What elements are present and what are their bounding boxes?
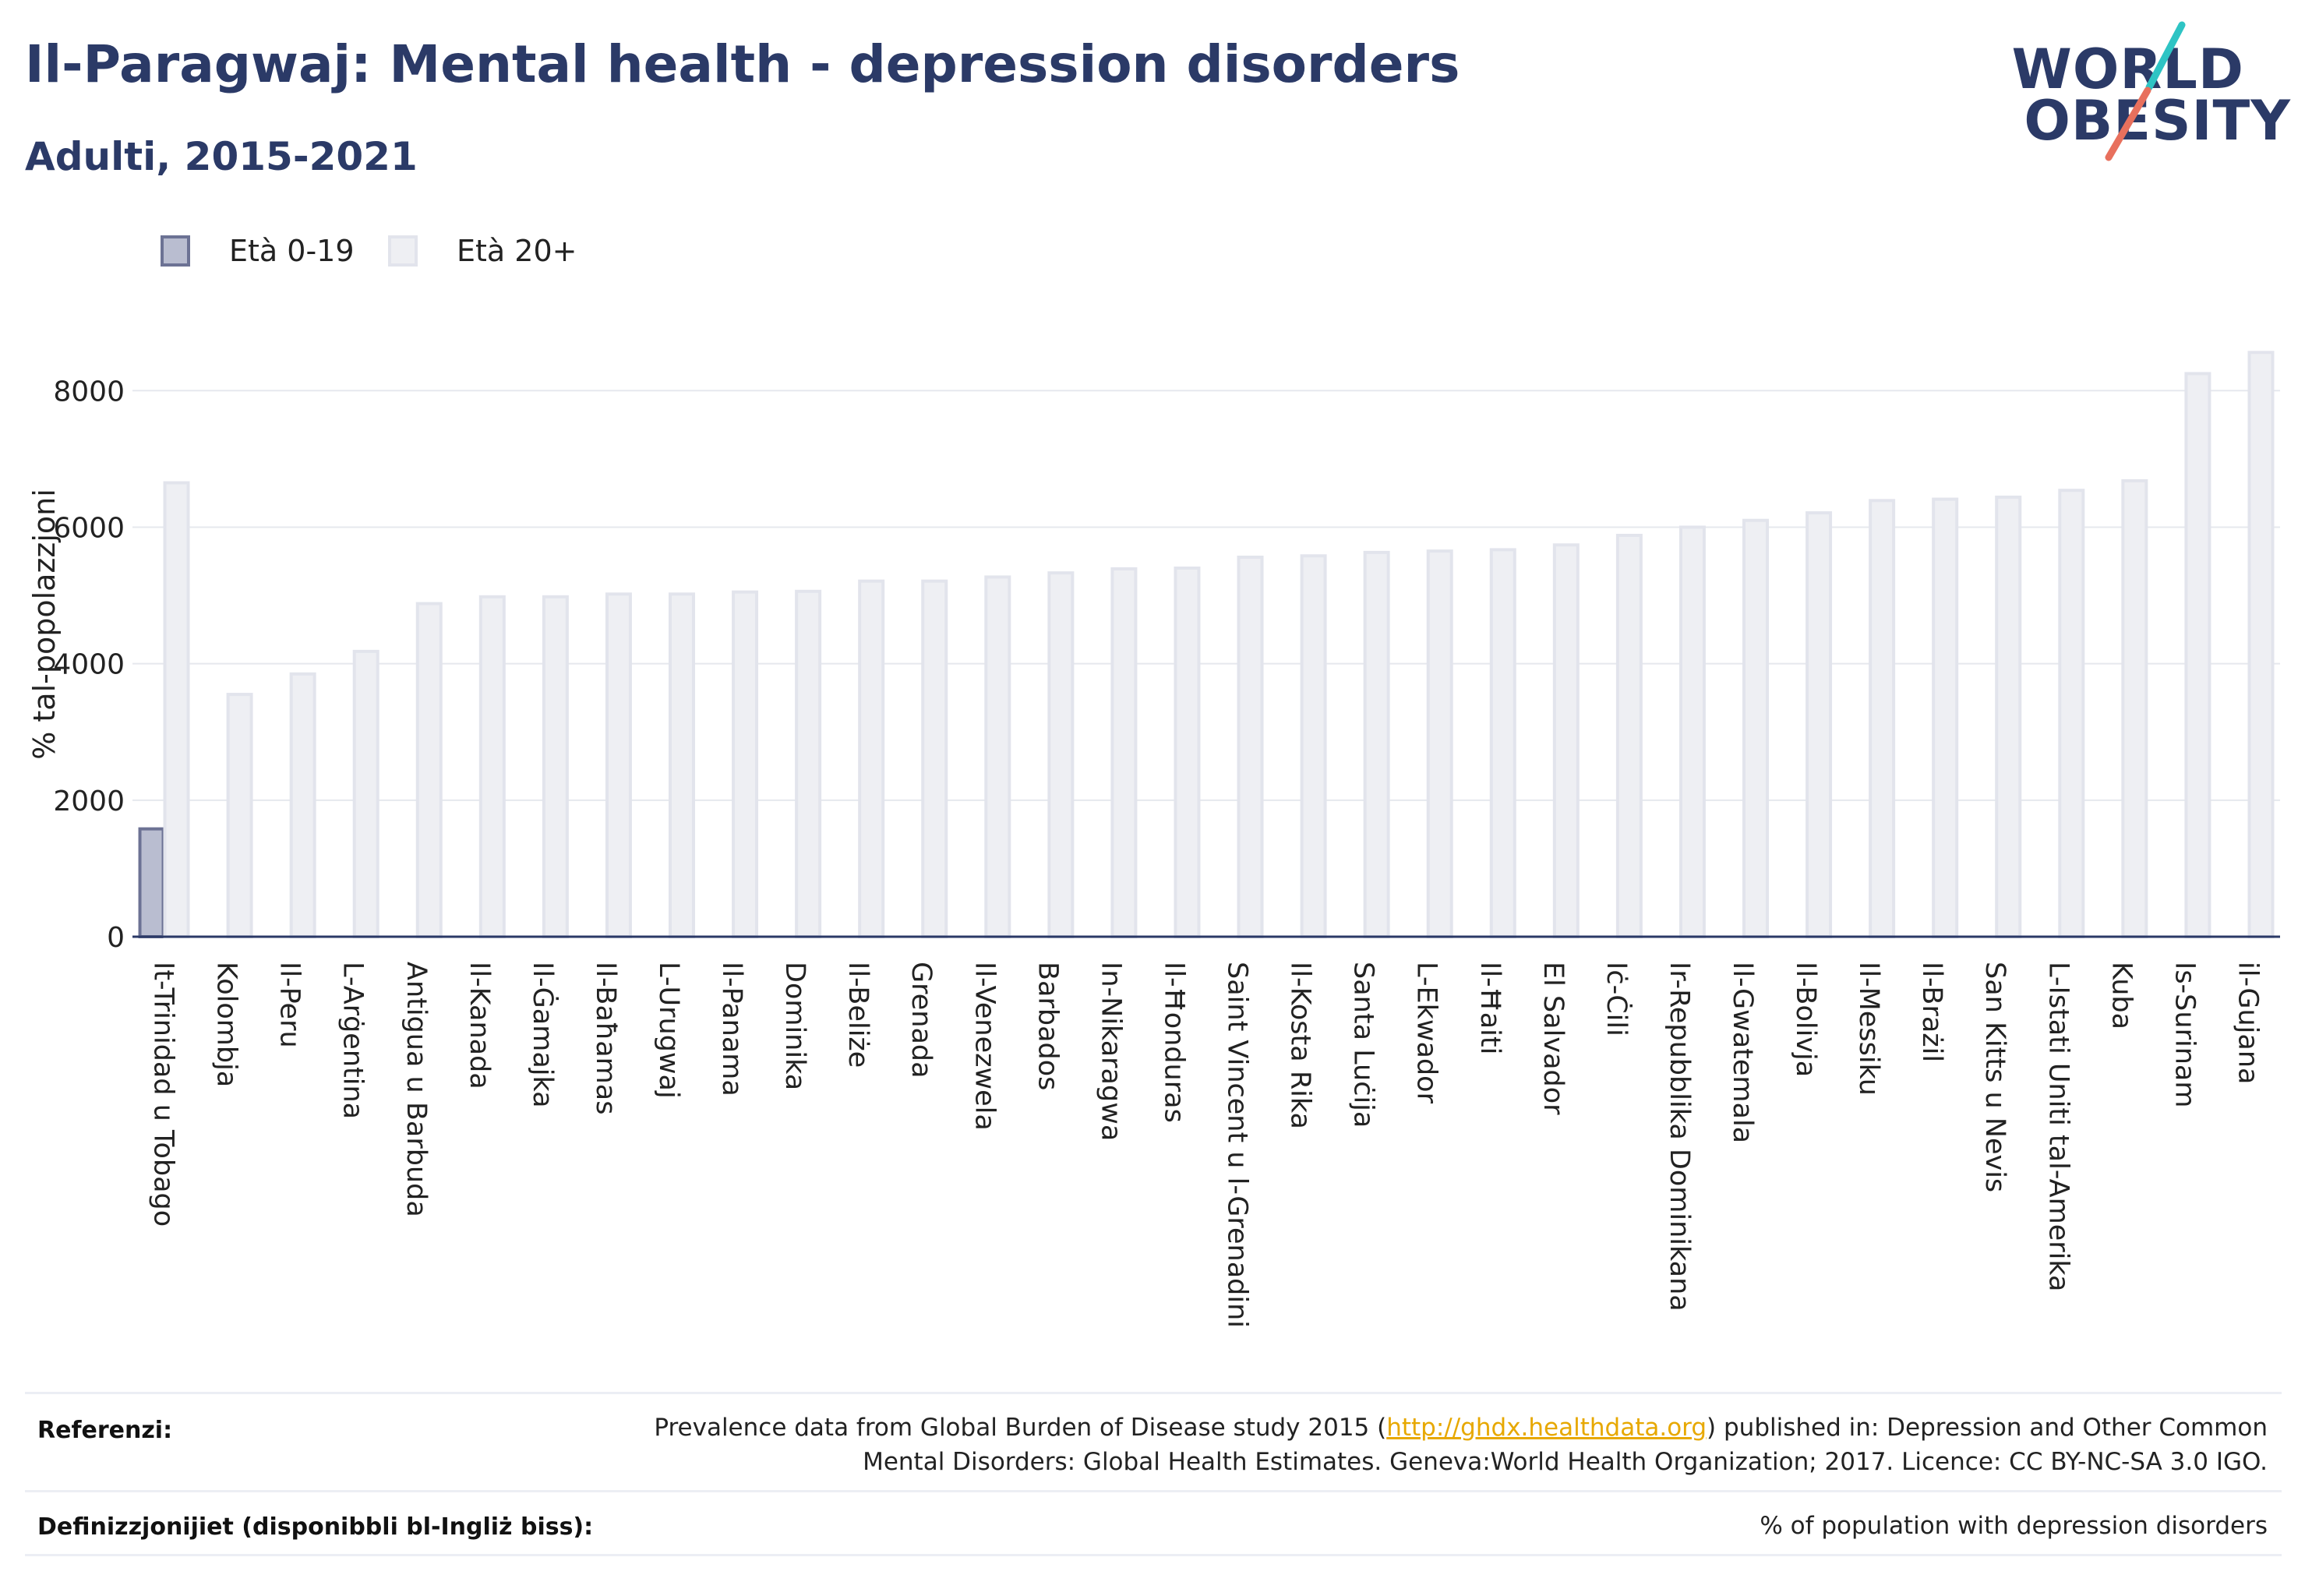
bar-age-20-plus bbox=[921, 579, 948, 938]
bar-age-20-plus bbox=[2247, 351, 2275, 938]
x-tick-label: Il-Baħamas bbox=[590, 962, 621, 1114]
references-text: Prevalence data from Global Burden of Di… bbox=[654, 1411, 2268, 1479]
bar-age-20-plus bbox=[732, 590, 759, 938]
x-tick-label: El Salvador bbox=[1537, 962, 1569, 1115]
footer-divider-bottom bbox=[25, 1554, 2282, 1556]
bar-age-20-plus bbox=[1742, 518, 1769, 938]
x-tick-label: Il-Bolivja bbox=[1790, 962, 1821, 1077]
bar-age-20-plus bbox=[1047, 571, 1075, 938]
chart-title: Il-Paragwaj: Mental health - depression … bbox=[25, 34, 1460, 94]
bar-age-20-plus bbox=[289, 672, 316, 938]
x-tick-label: L-Ekwador bbox=[1411, 962, 1442, 1104]
legend-swatch-age-0-19 bbox=[161, 235, 190, 267]
bar-age-20-plus bbox=[2121, 478, 2148, 938]
x-tick-label: Antigua u Barbuda bbox=[401, 962, 432, 1217]
x-tick-label: Il-Panama bbox=[716, 962, 747, 1096]
y-tick-label: 8000 bbox=[53, 376, 125, 408]
bar-age-20-plus bbox=[542, 595, 569, 938]
chart-subtitle: Adulti, 2015-2021 bbox=[25, 134, 418, 179]
bar-age-20-plus bbox=[1932, 497, 1959, 938]
x-tick-label: San Kitts u Nevis bbox=[1979, 962, 2010, 1192]
bar-age-20-plus bbox=[1363, 550, 1390, 938]
bar-age-20-plus bbox=[1552, 543, 1580, 939]
bar-age-20-plus bbox=[352, 649, 379, 938]
bar-age-20-plus bbox=[163, 481, 190, 938]
bar-age-20-plus bbox=[1426, 549, 1453, 938]
x-tick-label: Iċ-Ċili bbox=[1601, 962, 1633, 1036]
y-tick-label: 6000 bbox=[53, 512, 125, 544]
x-tick-label: Ir-Repubblika Dominikana bbox=[1664, 962, 1695, 1312]
x-tick-label: It-Trinidad u Tobago bbox=[148, 962, 179, 1227]
references-link[interactable]: http://ghdx.healthdata.org bbox=[1386, 1414, 1707, 1442]
x-tick-label: Dominika bbox=[779, 962, 810, 1090]
x-tick-label: Kuba bbox=[2106, 962, 2137, 1029]
x-tick-label: Il-Gwatemala bbox=[1727, 962, 1758, 1143]
bar-age-20-plus bbox=[1174, 567, 1201, 938]
x-tick-label: L-Arġentina bbox=[337, 962, 369, 1119]
references-line1-post: ) published in: Depression and Other Com… bbox=[1707, 1414, 2268, 1442]
bar-age-20-plus bbox=[2058, 489, 2085, 938]
bar-age-20-plus bbox=[415, 602, 443, 938]
bar-age-20-plus bbox=[795, 589, 822, 938]
x-tick-label: Barbados bbox=[1032, 962, 1063, 1090]
x-tick-label: Kolombja bbox=[211, 962, 242, 1087]
bar-age-20-plus bbox=[1806, 511, 1833, 938]
x-tick-label: Saint Vincent u l-Grenadini bbox=[1222, 962, 1253, 1328]
bar-age-20-plus bbox=[1237, 556, 1264, 938]
bar-age-20-plus bbox=[1995, 495, 2022, 938]
bar-age-20-plus bbox=[605, 592, 632, 939]
bar-age-20-plus bbox=[1489, 548, 1516, 939]
bar-age-20-plus bbox=[1110, 567, 1138, 938]
x-tick-label: Il-Peru bbox=[274, 962, 305, 1048]
x-tick-label: Grenada bbox=[905, 962, 937, 1079]
x-tick-label: Il-Ġamajka bbox=[527, 962, 559, 1108]
bar-age-20-plus bbox=[1615, 533, 1643, 938]
world-obesity-logo: WORLD OBESITY bbox=[2012, 19, 2291, 167]
x-tick-label: Il-Brażil bbox=[1916, 962, 1947, 1062]
references-line2: Mental Disorders: Global Health Estimate… bbox=[863, 1448, 2268, 1476]
x-tick-label: L-Istati Uniti tal-Amerika bbox=[2042, 962, 2074, 1291]
legend-swatch-age-20-plus bbox=[388, 235, 418, 267]
x-tick-label: Il-Kanada bbox=[464, 962, 495, 1089]
bar-age-20-plus bbox=[2184, 372, 2211, 938]
bar-age-20-plus bbox=[1869, 499, 1896, 938]
x-tick-label: Santa Luċija bbox=[1348, 962, 1379, 1128]
references-line1-pre: Prevalence data from Global Burden of Di… bbox=[654, 1414, 1387, 1442]
legend-label-age-20-plus: Età 20+ bbox=[457, 234, 577, 268]
y-tick-label: 4000 bbox=[53, 649, 125, 681]
x-tick-label: Il-Ħaiti bbox=[1474, 962, 1505, 1054]
x-tick-label: il-Gujana bbox=[2232, 962, 2263, 1084]
bar-age-20-plus bbox=[669, 592, 695, 939]
x-tick-label: Il-Ħonduras bbox=[1158, 962, 1189, 1123]
definitions-text: % of population with depression disorder… bbox=[1760, 1512, 2268, 1540]
bar-age-20-plus bbox=[1678, 525, 1706, 938]
bar-age-20-plus bbox=[226, 693, 253, 938]
bar-age-20-plus bbox=[1300, 554, 1327, 939]
footer-divider-middle bbox=[25, 1490, 2282, 1492]
bar-age-20-plus bbox=[984, 575, 1011, 939]
bar-age-0-19 bbox=[138, 827, 165, 938]
bar-age-20-plus bbox=[858, 579, 885, 938]
x-tick-label: L-Urugwaj bbox=[653, 962, 684, 1099]
logo-slash-icon bbox=[2105, 21, 2186, 161]
x-tick-label: In-Nikaragwa bbox=[1095, 962, 1126, 1141]
footer-divider-top bbox=[25, 1392, 2282, 1394]
definitions-label: Definizzjonijiet (disponibbli bl-Ingliż … bbox=[37, 1513, 594, 1541]
logo-line-1: WORLD bbox=[2011, 37, 2244, 101]
bar-chart: 0 2000 4000 6000 8000 % tal-popolazzjoni It-Tr… bbox=[27, 351, 2280, 1328]
y-axis-label: % tal-popolazzjoni bbox=[27, 489, 62, 760]
legend-label-age-0-19: Età 0-19 bbox=[229, 234, 355, 268]
references-label: Referenzi: bbox=[37, 1417, 173, 1444]
y-tick-label: 0 bbox=[107, 922, 125, 954]
x-tick-label: Il-Venezwela bbox=[969, 962, 1000, 1131]
x-tick-label: Il-Beliże bbox=[842, 962, 874, 1068]
x-tick-label: Is-Surinam bbox=[2169, 962, 2200, 1107]
x-tick-label: Il-Messiku bbox=[1853, 962, 1884, 1096]
bar-age-20-plus bbox=[478, 595, 506, 938]
logo-line-2: OBESITY bbox=[2024, 89, 2291, 153]
x-tick-label: Il-Kosta Rika bbox=[1285, 962, 1316, 1129]
y-tick-label: 2000 bbox=[53, 786, 125, 817]
